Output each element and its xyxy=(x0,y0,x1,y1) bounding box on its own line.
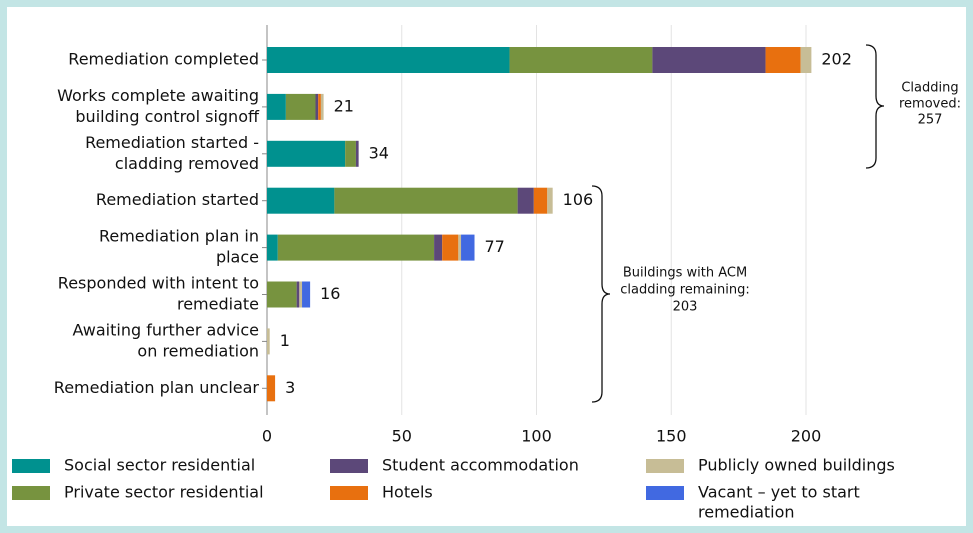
total-label: 1 xyxy=(280,331,290,350)
legend-label: remediation xyxy=(698,503,795,522)
bar-segment xyxy=(267,328,270,355)
x-tick-label: 150 xyxy=(656,427,687,446)
bar-segment xyxy=(267,140,346,167)
bar-segment xyxy=(267,234,278,261)
bar-segment xyxy=(458,234,462,261)
bar-segment xyxy=(652,47,766,73)
bar-segment xyxy=(277,234,435,261)
y-tick-label: Works complete awaiting xyxy=(57,86,259,105)
legend-swatch xyxy=(646,486,684,500)
legend-swatch xyxy=(646,459,684,473)
bar-segment xyxy=(434,234,443,261)
bar-segment xyxy=(302,281,311,308)
brace xyxy=(865,44,885,169)
bar-segment xyxy=(800,47,812,73)
bar-segment xyxy=(299,281,303,308)
y-tick-label: place xyxy=(216,248,259,267)
brace xyxy=(591,185,611,403)
annotation: Cladding xyxy=(901,81,958,96)
annotation: removed: xyxy=(899,97,961,112)
y-tick-label: Responded with intent to xyxy=(58,274,259,293)
legend-swatch xyxy=(330,459,368,473)
legend-label: Vacant – yet to start xyxy=(698,483,860,502)
y-tick-label: remediate xyxy=(177,295,259,314)
bar-segment xyxy=(267,187,335,214)
total-label: 16 xyxy=(320,284,340,303)
panel xyxy=(7,7,966,526)
total-label: 106 xyxy=(563,190,594,209)
legend-label: Hotels xyxy=(382,483,433,502)
bar-segment xyxy=(318,93,321,120)
total-label: 3 xyxy=(285,378,295,397)
y-tick-label: cladding removed xyxy=(115,154,259,173)
bar-segment xyxy=(533,187,548,214)
bar-segment xyxy=(296,281,300,308)
bar-segment xyxy=(517,187,534,214)
bar-segment xyxy=(509,47,653,73)
bar-segment xyxy=(267,375,276,402)
annotation: cladding remaining: xyxy=(620,283,750,298)
bar-segment xyxy=(315,93,319,120)
y-tick-label: Remediation started xyxy=(96,190,259,209)
x-tick-label: 100 xyxy=(521,427,552,446)
bar-segment xyxy=(461,234,475,261)
bar-segment xyxy=(267,47,510,73)
annotation: 257 xyxy=(918,113,943,128)
bar-segment xyxy=(442,234,459,261)
legend-label: Social sector residential xyxy=(64,456,255,475)
annotation: Buildings with ACM xyxy=(623,266,747,281)
bar-segment xyxy=(345,140,356,167)
x-tick-label: 50 xyxy=(392,427,412,446)
bar-segment xyxy=(547,187,553,214)
total-label: 21 xyxy=(334,96,354,115)
bar-segment xyxy=(267,93,286,120)
x-tick-label: 200 xyxy=(791,427,822,446)
y-tick-label: on remediation xyxy=(137,341,259,360)
legend-swatch xyxy=(12,459,50,473)
y-tick-label: Remediation plan unclear xyxy=(54,378,260,397)
y-tick-label: building control signoff xyxy=(75,107,260,126)
annotation: 203 xyxy=(673,300,698,315)
y-tick-label: Awaiting further advice xyxy=(72,320,259,339)
legend-swatch xyxy=(330,486,368,500)
bar-segment xyxy=(765,47,801,73)
legend-label: Publicly owned buildings xyxy=(698,456,895,475)
x-tick-label: 0 xyxy=(262,427,272,446)
total-label: 202 xyxy=(821,50,852,69)
bar-segment xyxy=(355,140,359,167)
legend-swatch xyxy=(12,486,50,500)
legend-label: Private sector residential xyxy=(64,483,264,502)
total-label: 77 xyxy=(485,237,505,256)
bar-segment xyxy=(320,93,324,120)
legend-label: Student accommodation xyxy=(382,456,579,475)
bar-segment xyxy=(267,281,297,308)
total-label: 34 xyxy=(369,143,389,162)
bar-segment xyxy=(334,187,518,214)
y-tick-label: Remediation plan in xyxy=(99,227,259,246)
y-tick-label: Remediation started - xyxy=(85,133,259,152)
bar-segment xyxy=(285,93,316,120)
y-tick-label: Remediation completed xyxy=(68,50,259,69)
